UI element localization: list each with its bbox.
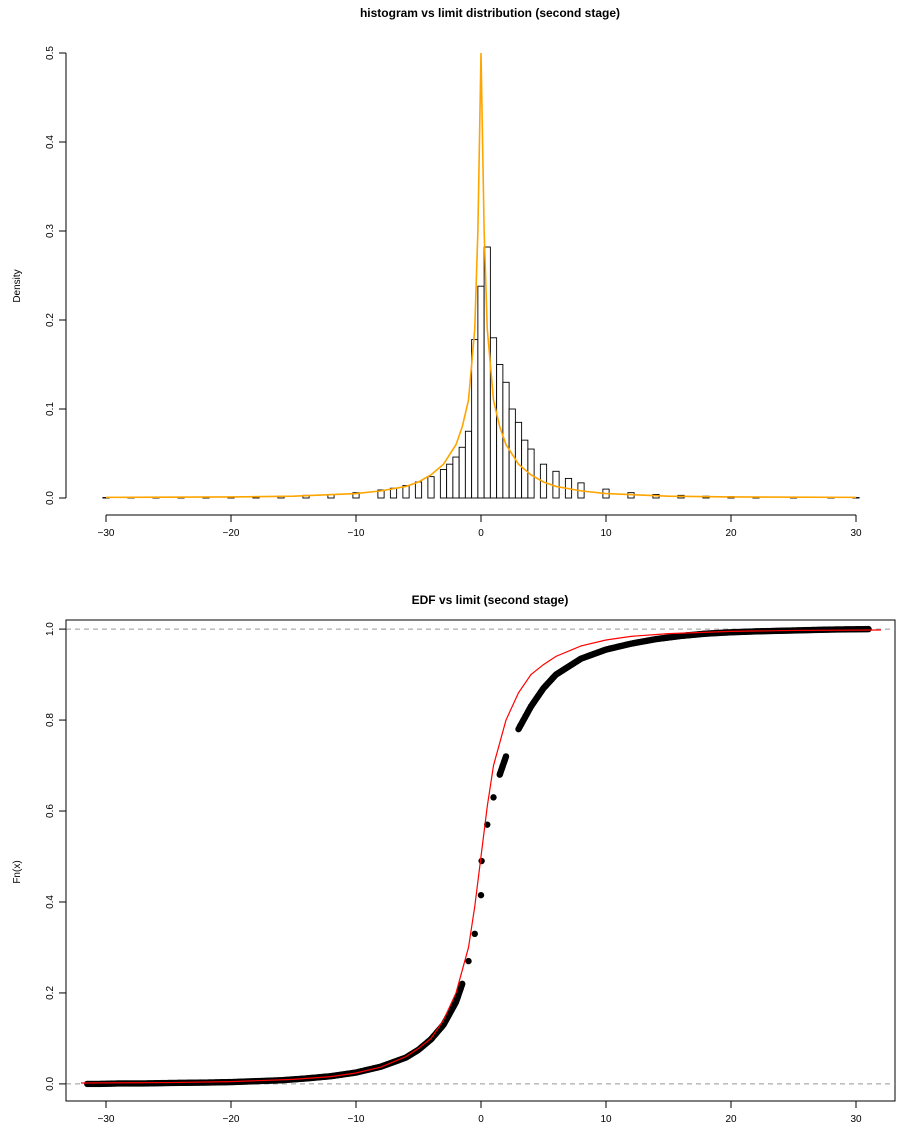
limit-cdf-curve [80, 629, 882, 1084]
y-tick-label: 0.6 [45, 804, 56, 818]
histogram-bar [527, 448, 535, 499]
edf-title: EDF vs limit (second stage) [412, 593, 569, 607]
histogram-bar [427, 476, 435, 499]
x-tick-label: 30 [850, 528, 862, 539]
histogram-bar [458, 446, 466, 499]
edf-point [477, 891, 485, 899]
edf-point [459, 980, 466, 988]
histogram-bar [439, 469, 448, 499]
edf-panel: EDF vs limit (second stage) Fn(x) −30 −20… [12, 593, 896, 1125]
histogram-bar [414, 481, 423, 499]
x-tick-label: −10 [348, 528, 365, 539]
x-tick-label: −30 [98, 528, 115, 539]
histogram-panel: histogram vs limit distribution (second … [12, 6, 862, 539]
histogram-bar [402, 485, 410, 499]
y-tick-label: 0.0 [45, 491, 56, 505]
y-tick-label: 0.4 [45, 895, 56, 909]
x-tick-label: 0 [478, 1114, 484, 1125]
x-tick-label: 10 [600, 1114, 612, 1125]
edf-point [865, 625, 872, 633]
histogram-bar [471, 339, 479, 499]
x-tick-label: 20 [725, 1114, 737, 1125]
y-tick-label: 0.2 [45, 986, 56, 1000]
y-tick-label: 0.1 [45, 402, 56, 416]
histogram-x-axis: −30 −20 −10 0 10 20 30 [98, 514, 862, 539]
y-tick-label: 0.5 [45, 46, 56, 60]
y-tick-label: 1.0 [45, 622, 56, 636]
x-tick-label: 20 [725, 528, 737, 539]
histogram-y-axis: 0.0 0.1 0.2 0.3 0.4 0.5 [45, 46, 67, 505]
edf-point [502, 753, 510, 760]
limit-density-curve [105, 52, 857, 499]
edf-points [84, 625, 872, 1088]
y-tick-label: 0.4 [45, 135, 56, 149]
x-tick-label: −20 [223, 528, 240, 539]
y-tick-label: 0.8 [45, 713, 56, 727]
edf-y-axis-label: Fn(x) [12, 860, 23, 883]
edf-point [490, 794, 497, 801]
histogram-bar [446, 463, 454, 499]
x-tick-label: 30 [850, 1114, 862, 1125]
edf-x-axis: −30 −20 −10 0 10 20 30 [98, 1100, 862, 1125]
histogram-bar [464, 430, 473, 499]
y-tick-label: 0.3 [45, 224, 56, 238]
edf-y-axis: 0.0 0.2 0.4 0.6 0.8 1.0 [45, 622, 67, 1091]
histogram-bar [477, 285, 485, 499]
histogram-bar [452, 456, 460, 499]
histogram-bar [352, 492, 360, 499]
x-tick-label: 10 [600, 528, 612, 539]
histogram-bar [489, 337, 498, 499]
histogram-bars [102, 246, 860, 499]
x-tick-label: −20 [223, 1114, 240, 1125]
histogram-bar [377, 489, 385, 499]
y-tick-label: 0.2 [45, 313, 56, 327]
edf-point [478, 857, 485, 865]
histogram-title: histogram vs limit distribution (second … [360, 6, 620, 20]
histogram-bar [552, 470, 560, 499]
edf-point [471, 930, 478, 938]
y-tick-label: 0.0 [45, 1077, 56, 1091]
x-tick-label: 0 [478, 528, 484, 539]
histogram-y-axis-label: Density [12, 269, 23, 302]
x-tick-label: −10 [348, 1114, 365, 1125]
x-tick-label: −30 [98, 1114, 115, 1125]
edf-point [465, 957, 472, 965]
